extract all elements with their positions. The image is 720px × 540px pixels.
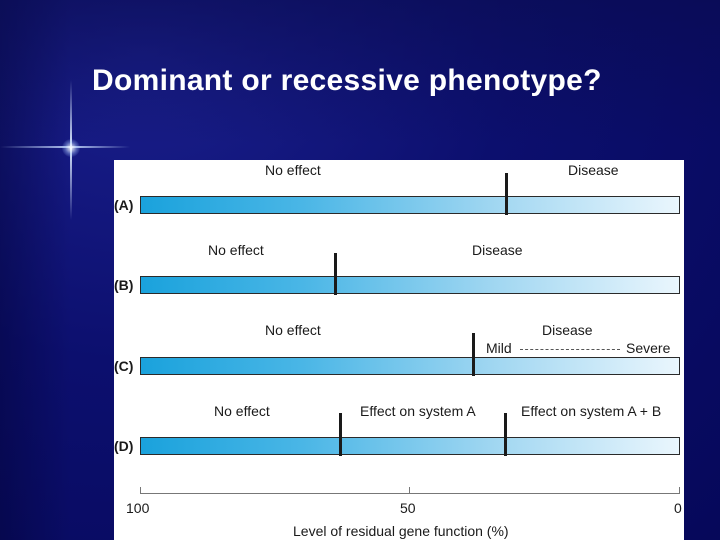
row-a-label: (A)	[114, 197, 134, 213]
sparkle-icon	[62, 139, 80, 157]
row-a-no-effect-label: No effect	[265, 162, 321, 178]
slide-title-band	[0, 0, 720, 145]
x-axis-title: Level of residual gene function (%)	[293, 523, 509, 539]
x-axis-tick-100	[140, 487, 141, 494]
row-d-label: (D)	[114, 438, 134, 454]
x-axis-label-100: 100	[126, 500, 150, 516]
row-d-system-ab-marker	[504, 413, 507, 456]
row-d-gradient-bar	[140, 437, 680, 455]
row-c-mild-label: Mild	[486, 340, 512, 356]
x-axis-label-50: 50	[400, 500, 416, 516]
row-a-threshold-marker	[505, 173, 508, 215]
row-b-no-effect-label: No effect	[208, 242, 264, 258]
row-d-system-ab-label: Effect on system A + B	[521, 403, 662, 419]
row-d-system-a-label: Effect on system A	[360, 403, 476, 419]
row-d-no-effect-label: No effect	[214, 403, 270, 419]
slide-title: Dominant or recessive phenotype?	[92, 64, 602, 97]
row-b-gradient-bar	[140, 276, 680, 294]
row-b-threshold-marker	[334, 253, 337, 295]
row-c-severe-label: Severe	[626, 340, 671, 356]
row-a-disease-label: Disease	[568, 162, 619, 178]
x-axis-line	[140, 493, 680, 494]
row-c-no-effect-label: No effect	[265, 322, 321, 338]
row-a-gradient-bar	[140, 196, 680, 214]
x-axis-tick-50	[409, 487, 410, 494]
row-c-label: (C)	[114, 358, 134, 374]
gene-function-figure: No effect Disease (A) No effect Disease …	[114, 160, 684, 540]
row-d-system-a-marker	[339, 413, 342, 456]
x-axis-tick-0	[679, 487, 680, 494]
row-b-disease-label: Disease	[472, 242, 523, 258]
row-c-severity-dashed-line	[520, 349, 620, 350]
row-c-disease-label: Disease	[542, 322, 593, 338]
row-c-threshold-marker	[472, 333, 475, 376]
row-b-label: (B)	[114, 277, 134, 293]
row-c-gradient-bar	[140, 357, 680, 375]
x-axis-label-0: 0	[674, 500, 682, 516]
